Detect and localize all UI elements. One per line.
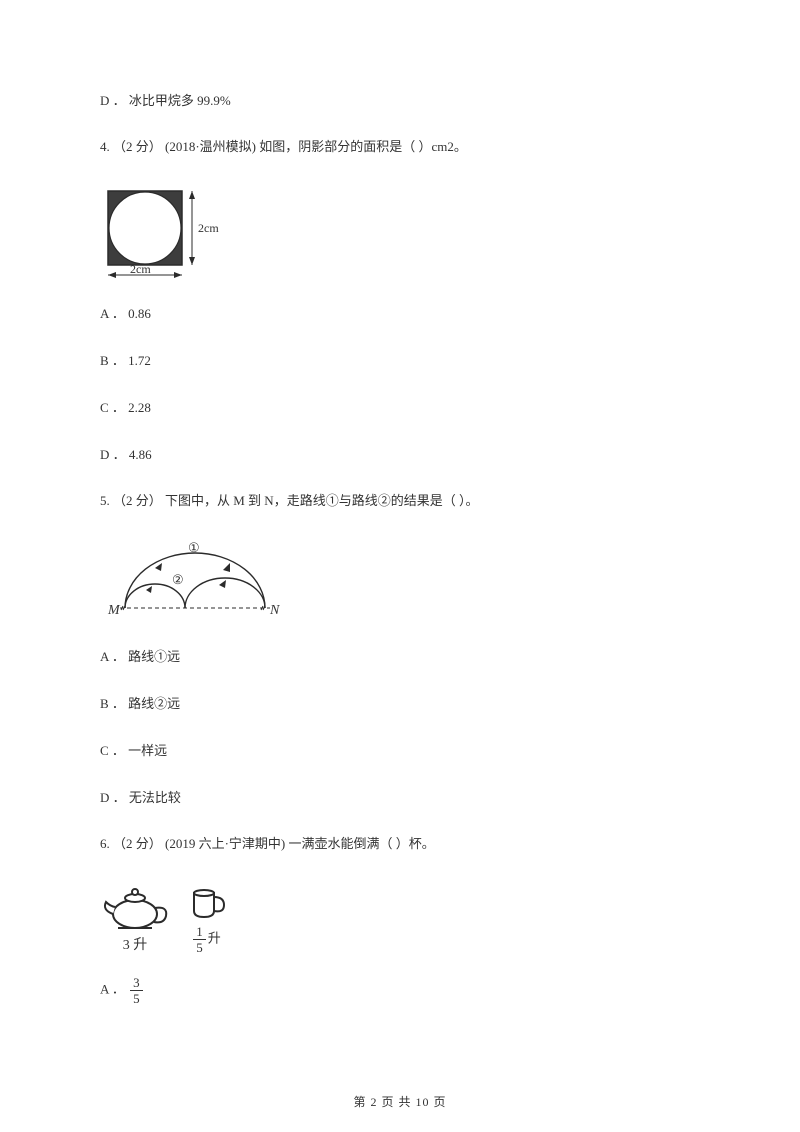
q6-cup-unit: 升 xyxy=(208,930,221,945)
q5-label-2: ② xyxy=(172,572,184,587)
q4-dim-bottom: 2cm xyxy=(130,262,151,276)
q3-option-d: D ． 冰比甲烷多 99.9% xyxy=(100,90,700,109)
q4-option-b: B ． 1.72 xyxy=(100,350,700,369)
q6-figure: 3 升 1 5 升 xyxy=(100,882,700,954)
q4-option-d: D ． 4.86 xyxy=(100,444,700,463)
q6-stem: 6. （2 分） (2019 六上·宁津期中) 一满壶水能倒满（ ）杯。 xyxy=(100,834,700,854)
q4-dim-right: 2cm xyxy=(198,221,219,235)
q4-option-c: C ． 2.28 xyxy=(100,397,700,416)
q5-figure: ① ② M N xyxy=(100,538,700,624)
cup-icon xyxy=(186,883,226,923)
q4-figure: 2cm 2cm xyxy=(100,185,700,281)
q6-cup-fraction: 1 5 xyxy=(193,925,206,954)
q6-option-a: A ． 3 5 xyxy=(100,976,700,1005)
teapot-icon xyxy=(100,882,170,932)
q5-option-d: D ． 无法比较 xyxy=(100,787,700,806)
q5-option-a: A ． 路线①远 xyxy=(100,646,700,665)
q6-pot-label: 3 升 xyxy=(100,934,170,954)
q5-stem: 5. （2 分） 下图中，从 M 到 N，走路线①与路线②的结果是（ ）。 xyxy=(100,491,700,511)
q5-label-m: M xyxy=(107,603,121,618)
q4-stem: 4. （2 分） (2018·温州模拟) 如图，阴影部分的面积是（ ）cm2。 xyxy=(100,137,700,157)
q5-label-1: ① xyxy=(188,540,200,555)
q4-option-a: A ． 0.86 xyxy=(100,303,700,322)
q5-label-n: N xyxy=(269,603,280,618)
q5-option-b: B ． 路线②远 xyxy=(100,693,700,712)
q5-option-c: C ． 一样远 xyxy=(100,740,700,759)
page-footer: 第 2 页 共 10 页 xyxy=(0,1093,800,1110)
